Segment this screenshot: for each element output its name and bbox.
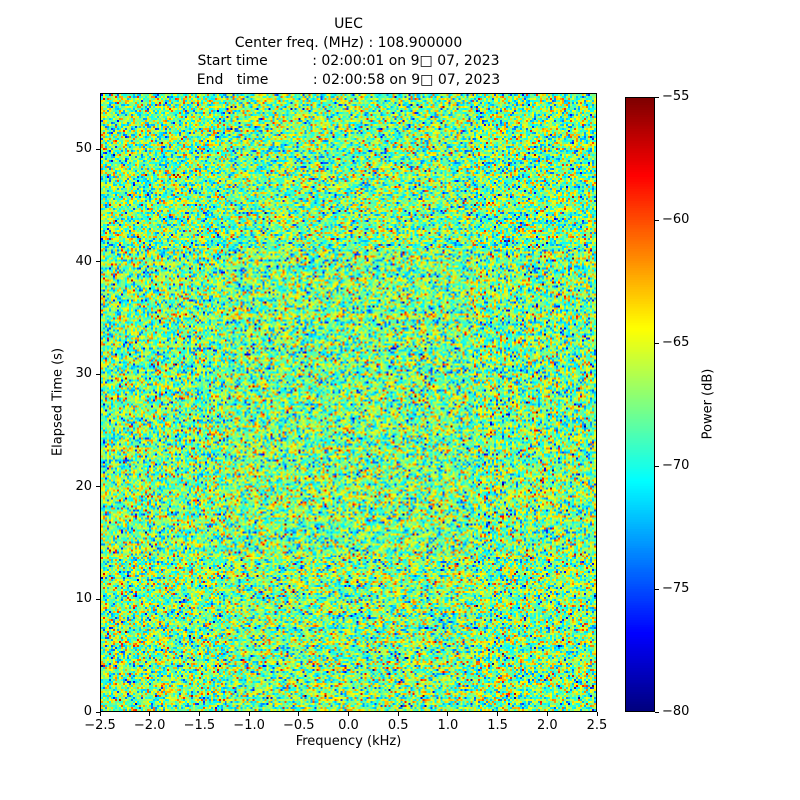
start-time-line: Start time : 02:00:01 on 9□ 07, 2023 [100, 52, 597, 71]
figure: UEC Center freq. (MHz) : 108.900000 Star… [0, 0, 800, 800]
chart-header: UEC Center freq. (MHz) : 108.900000 Star… [100, 15, 597, 89]
colorbar-tick-label: −55 [662, 89, 689, 105]
center-freq-line: Center freq. (MHz) : 108.900000 [100, 34, 597, 53]
y-tick-mark [96, 712, 100, 713]
colorbar-tick-mark [655, 466, 659, 467]
x-tick-mark [547, 712, 548, 716]
colorbar-tick-label: −75 [662, 581, 689, 597]
y-tick-mark [96, 599, 100, 600]
x-tick-label: 2.0 [522, 718, 572, 734]
x-tick-label: 0.0 [324, 718, 374, 734]
x-tick-label: −2.0 [125, 718, 175, 734]
plot-area [100, 93, 597, 712]
y-tick-label: 40 [36, 254, 92, 270]
y-tick-mark [96, 374, 100, 375]
colorbar-tick-mark [655, 589, 659, 590]
y-tick-label: 0 [36, 704, 92, 720]
y-tick-label: 50 [36, 141, 92, 157]
y-tick-mark [96, 149, 100, 150]
x-tick-mark [447, 712, 448, 716]
x-tick-label: 1.0 [423, 718, 473, 734]
colorbar-tick-mark [655, 220, 659, 221]
colorbar-tick-label: −70 [662, 458, 689, 474]
x-tick-label: −1.5 [174, 718, 224, 734]
x-axis-label: Frequency (kHz) [100, 734, 597, 749]
colorbar [625, 97, 655, 712]
colorbar-tick-label: −60 [662, 212, 689, 228]
spectrogram-canvas [101, 94, 596, 711]
colorbar-label: Power (dB) [701, 369, 716, 440]
y-tick-label: 30 [36, 366, 92, 382]
colorbar-tick-label: −65 [662, 335, 689, 351]
colorbar-tick-mark [655, 97, 659, 98]
x-tick-label: −1.0 [224, 718, 274, 734]
colorbar-tick-mark [655, 343, 659, 344]
y-tick-mark [96, 261, 100, 262]
x-tick-mark [199, 712, 200, 716]
x-tick-label: −0.5 [274, 718, 324, 734]
x-tick-mark [348, 712, 349, 716]
chart-title: UEC [100, 15, 597, 34]
x-tick-mark [597, 712, 598, 716]
x-tick-mark [497, 712, 498, 716]
colorbar-tick-label: −80 [662, 704, 689, 720]
y-tick-label: 20 [36, 479, 92, 495]
y-tick-label: 10 [36, 591, 92, 607]
x-tick-mark [100, 712, 101, 716]
x-tick-label: 2.5 [572, 718, 622, 734]
colorbar-tick-mark [655, 712, 659, 713]
end-time-line: End time : 02:00:58 on 9□ 07, 2023 [100, 71, 597, 90]
y-tick-mark [96, 486, 100, 487]
x-tick-mark [298, 712, 299, 716]
x-tick-label: 1.5 [473, 718, 523, 734]
colorbar-gradient [626, 98, 654, 711]
x-tick-mark [149, 712, 150, 716]
x-tick-label: −2.5 [75, 718, 125, 734]
x-tick-label: 0.5 [373, 718, 423, 734]
x-tick-mark [398, 712, 399, 716]
y-axis-label: Elapsed Time (s) [51, 348, 66, 456]
x-tick-mark [249, 712, 250, 716]
